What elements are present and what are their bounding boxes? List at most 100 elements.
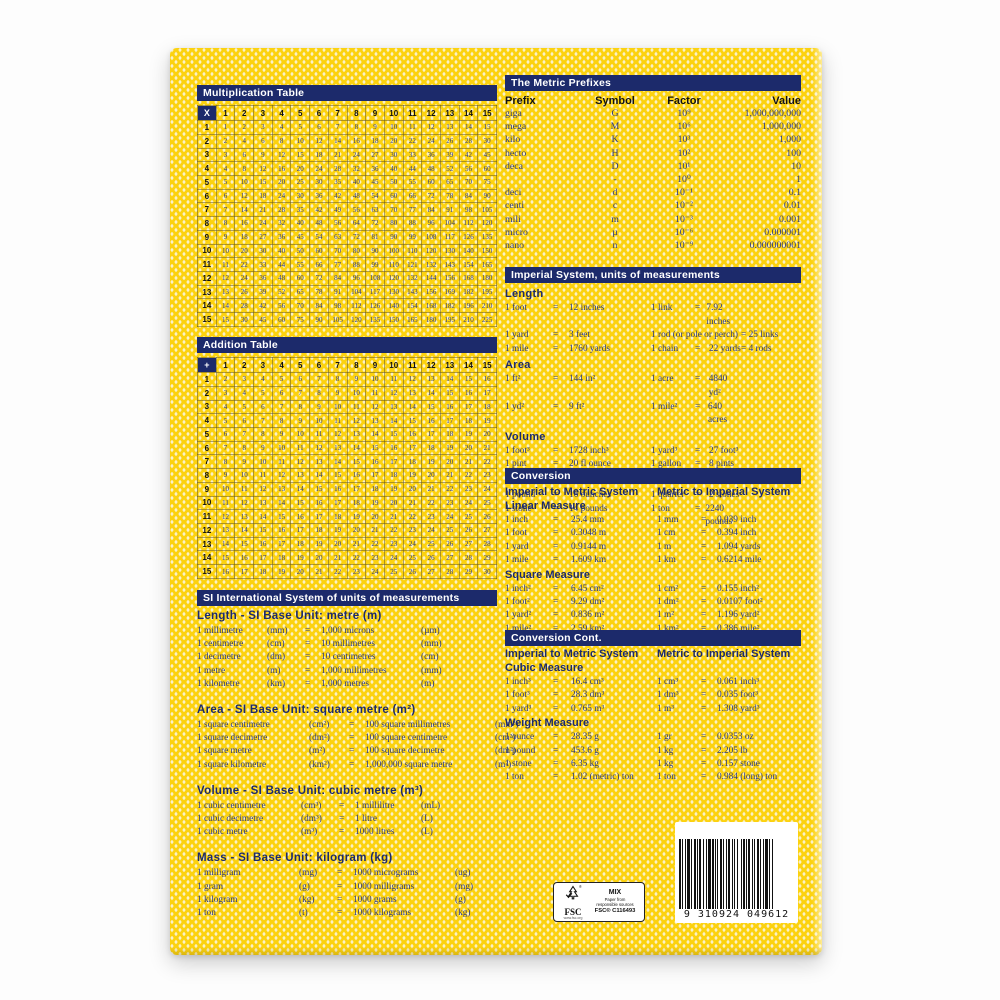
grid-column-header: 5 bbox=[290, 104, 311, 122]
value-abbr-cell: (cm²) bbox=[495, 733, 516, 744]
grid-row-header: 11 bbox=[197, 257, 217, 272]
grid-cell: 78 bbox=[439, 188, 460, 204]
grid-cell: 90 bbox=[383, 229, 404, 245]
unit-cell: 1 mm bbox=[657, 515, 679, 525]
grid-cell: 48 bbox=[309, 216, 329, 231]
grid-cell: 16 bbox=[215, 564, 236, 579]
table-row: 7 7 14 21 28 35 42 49 56 63 70 77 84 91 98 105 bbox=[197, 202, 497, 218]
value-cell: 10 centimetres bbox=[321, 652, 376, 663]
grid-cell: 14 bbox=[421, 385, 441, 401]
grid-cell: 12 bbox=[253, 161, 273, 176]
grid-cell: 196 bbox=[458, 298, 479, 314]
grid-cell: 3 bbox=[253, 120, 273, 135]
grid-cell: 9 bbox=[253, 147, 273, 163]
prefix-cell: nano bbox=[505, 240, 525, 252]
grid-cell: 12 bbox=[271, 147, 292, 163]
prefix-cell: deca bbox=[505, 160, 523, 172]
grid-row-header: 13 bbox=[197, 284, 217, 300]
grid-cell: 130 bbox=[439, 243, 460, 259]
grid-cell: 26 bbox=[421, 550, 441, 566]
grid-column-header: 6 bbox=[309, 104, 329, 122]
grid-cell: 10 bbox=[234, 174, 255, 190]
grid-cell: 90 bbox=[477, 188, 497, 204]
grid-cell: 50 bbox=[290, 243, 311, 259]
factor-cell: 10⁰ bbox=[677, 174, 691, 186]
abbr-cell: (dm³) bbox=[301, 814, 322, 825]
metric-prefixes-table: Prefix Symbol Factor Value giga G 10⁹ 1,000… bbox=[505, 95, 801, 252]
grid-cell: 18 bbox=[346, 495, 367, 511]
grid-cell: 121 bbox=[402, 257, 423, 272]
grid-cell: 24 bbox=[458, 495, 479, 511]
table-row: 11 12 13 14 15 16 17 18 19 20 21 22 23 24 25 26 bbox=[197, 509, 497, 524]
grid-cell: 108 bbox=[365, 271, 385, 286]
grid-row-header: 4 bbox=[197, 413, 217, 428]
value-abbr-cell: (L) bbox=[421, 814, 433, 825]
value-cell: 27 foot³ bbox=[709, 445, 739, 456]
metric-prefix-row: mili m 10⁻³ 0.001 bbox=[505, 213, 801, 226]
grid-cell: 14 bbox=[327, 133, 348, 149]
grid-cell: 17 bbox=[365, 468, 385, 483]
conversion-right-pair: 1 ton = 0.984 (long) ton bbox=[657, 771, 801, 784]
grid-cell: 30 bbox=[290, 188, 311, 204]
grid-cell: 23 bbox=[477, 468, 497, 483]
imperial-mid-pair: 1 rod (or pole or perch) bbox=[651, 329, 741, 343]
grid-cell: 18 bbox=[271, 550, 292, 566]
prefix-cell bbox=[505, 173, 577, 186]
equals-sign: = bbox=[701, 732, 707, 743]
grid-column-header: 12 bbox=[421, 356, 441, 374]
imperial-system-sections: Length 1 foot = 12 inches 1 link = 7.92 inches… bbox=[505, 285, 801, 530]
unit-cell: 1 square decimetre bbox=[197, 733, 268, 744]
si-row: 1 square kilometre (km²) = 1,000,000 square… bbox=[197, 759, 511, 772]
grid-cell: 28 bbox=[327, 161, 348, 176]
grid-row-header: 5 bbox=[197, 174, 217, 190]
prefix-cell: centi bbox=[505, 200, 525, 212]
grid-column-header: 12 bbox=[421, 104, 441, 122]
grid-row-header: 1 bbox=[197, 120, 217, 135]
grid-cell: 28 bbox=[234, 298, 255, 314]
symbol-cell: d bbox=[612, 187, 618, 199]
unit-cell: 1 yard³ bbox=[505, 703, 532, 714]
grid-cell: 29 bbox=[458, 564, 479, 579]
grid-cell: 5 bbox=[234, 399, 255, 415]
grid-cell: 16 bbox=[234, 216, 255, 231]
grid-cell: 10 bbox=[290, 426, 311, 442]
table-row: 8 9 10 11 12 13 14 15 16 17 18 19 20 21 22 23 bbox=[197, 468, 497, 483]
equals-sign: = bbox=[701, 677, 707, 687]
unit-cell: 1 cm bbox=[657, 528, 676, 539]
unit-cell: 1 milligram bbox=[197, 868, 241, 879]
equals-sign: = bbox=[553, 610, 559, 621]
value-cell: 2.59 km² bbox=[571, 623, 605, 634]
grid-cell: 10 bbox=[309, 413, 329, 428]
equals-sign: = bbox=[305, 652, 311, 663]
grid-cell: 7 bbox=[327, 120, 348, 135]
grid-cell: 22 bbox=[477, 454, 497, 470]
grid-cell: 45 bbox=[253, 312, 273, 327]
grid-row-header: 9 bbox=[197, 229, 217, 245]
imperial-left-pair: 1 yard = 3 feet bbox=[505, 329, 651, 343]
grid-cell: 210 bbox=[458, 312, 479, 327]
equals-sign: = bbox=[553, 515, 559, 525]
value-abbr-cell: (mm) bbox=[421, 665, 442, 676]
conversion-column-headers: Imperial to Metric System Metric to Imper… bbox=[505, 486, 801, 499]
grid-cell: 81 bbox=[365, 229, 385, 245]
equals-sign: = bbox=[553, 303, 559, 313]
grid-cell: 15 bbox=[327, 468, 348, 483]
equals-sign: = bbox=[337, 908, 343, 919]
grid-cell: 14 bbox=[290, 481, 311, 497]
value-cell: 1,000 bbox=[778, 134, 801, 146]
conversion-sections: Imperial to Metric System Metric to Imper… bbox=[505, 486, 801, 636]
grid-cell: 66 bbox=[402, 188, 423, 204]
grid-column-header: 1 bbox=[215, 356, 236, 374]
grid-cell: 9 bbox=[327, 385, 348, 401]
metric-prefixes-title: The Metric Prefixes bbox=[511, 77, 612, 89]
grid-cell: 11 bbox=[327, 413, 348, 428]
grid-cell: 16 bbox=[458, 385, 479, 401]
grid-cell: 30 bbox=[477, 564, 497, 579]
abbr-cell: (cm) bbox=[267, 639, 285, 650]
unit-cell: 1 yd² bbox=[505, 401, 525, 412]
grid-row-header: 11 bbox=[197, 509, 217, 524]
grid-cell: 10 bbox=[234, 468, 255, 483]
metric-prefix-row: deci d 10⁻¹ 0.1 bbox=[505, 186, 801, 199]
imperial-row: 1 pint = 20 fl ounce 1 gallon = 8 pints bbox=[505, 458, 801, 472]
fsc-license-code: FSC® C116493 bbox=[594, 908, 636, 914]
